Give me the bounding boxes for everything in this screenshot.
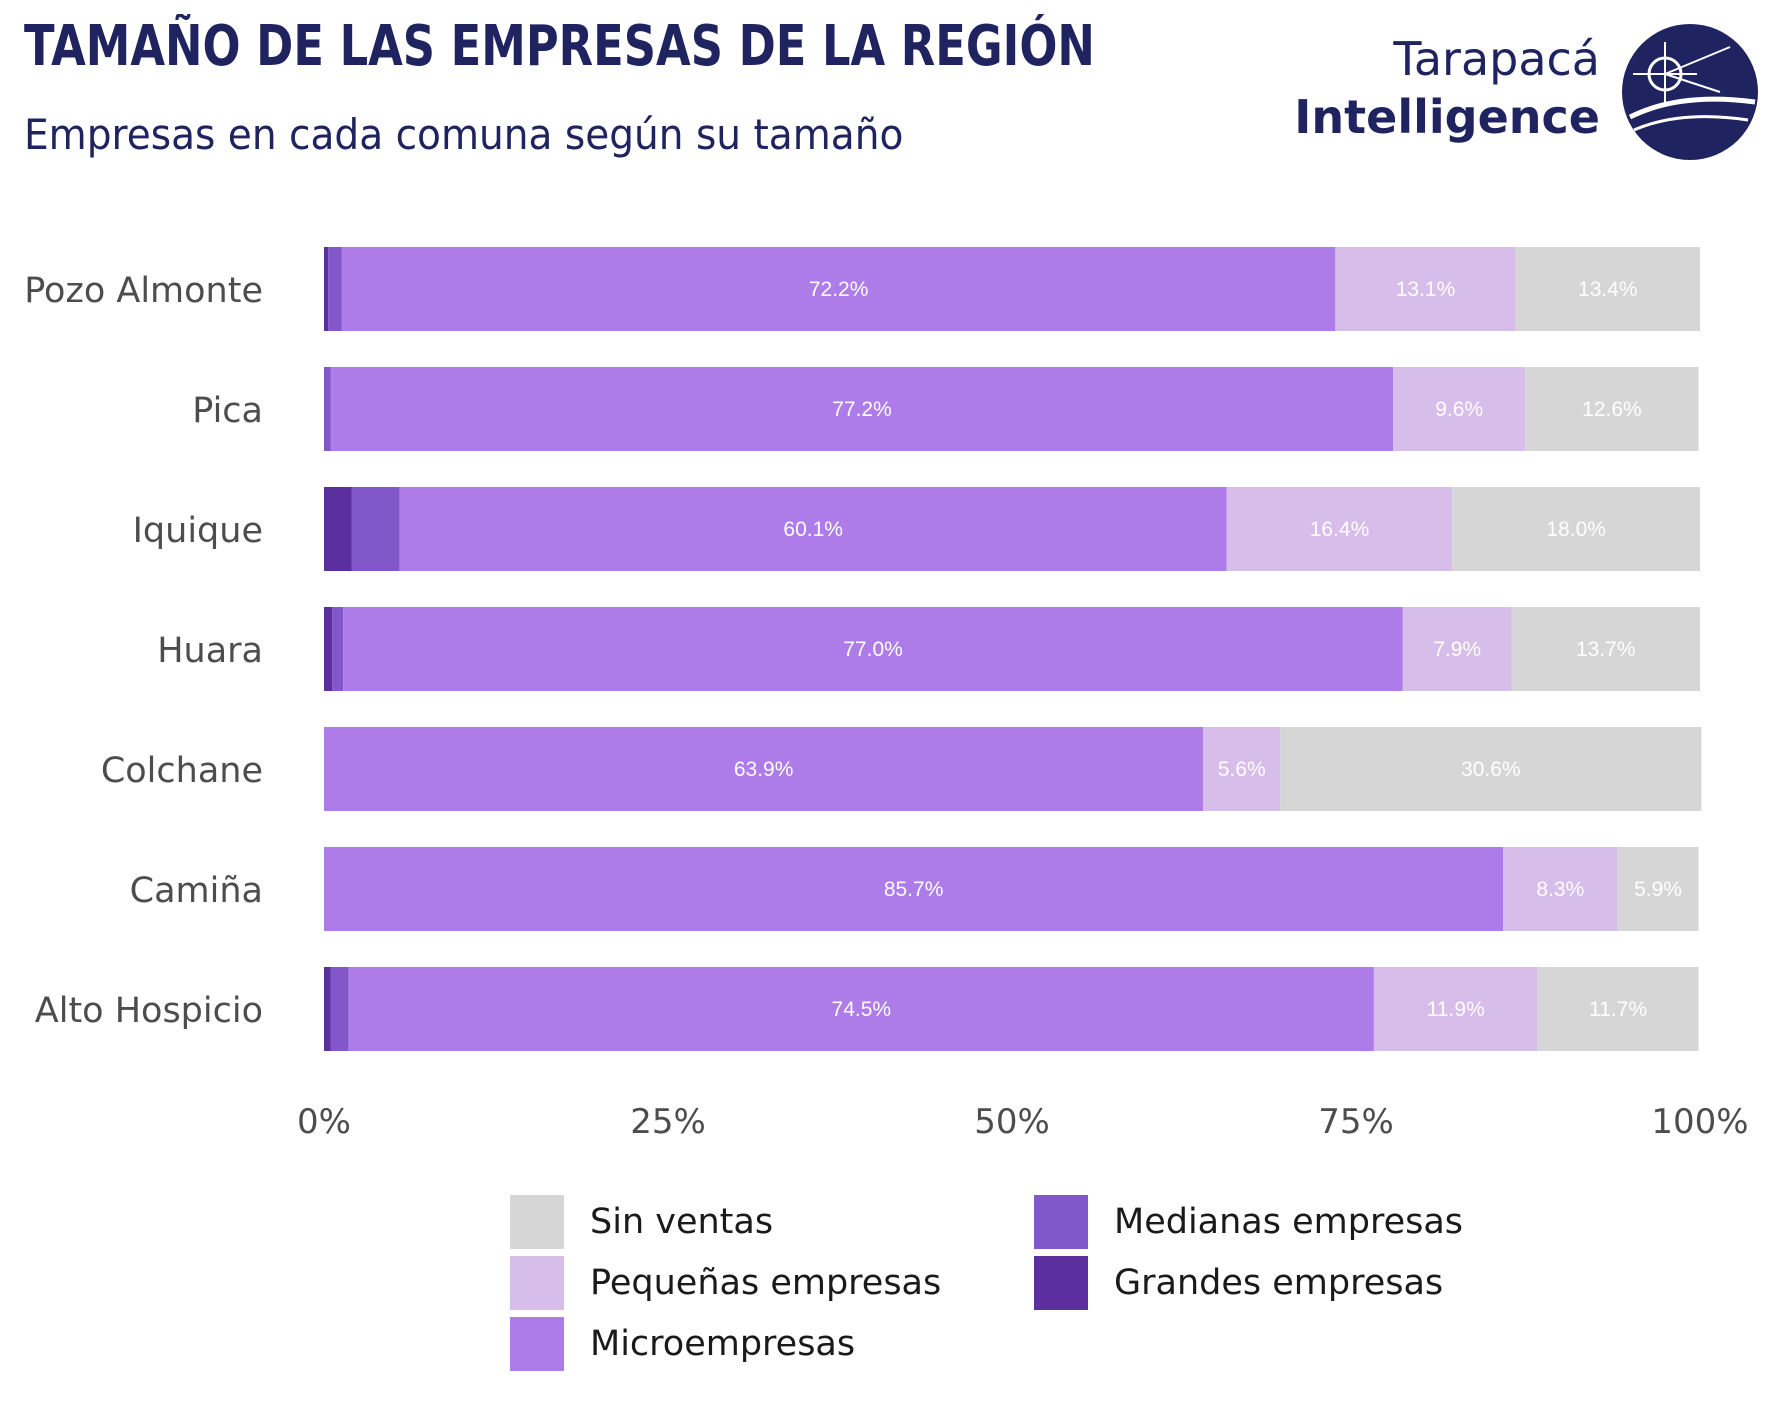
bar-segment: [324, 607, 333, 691]
compass-globe-icon: [1622, 24, 1758, 160]
bar-segment: [399, 487, 1227, 571]
stacked-bar-chart: Pozo Almonte 72.2% 13.1% 13.4% Pica 77.2% 9.6%…: [24, 247, 1749, 1142]
legend-swatch: [1034, 1256, 1088, 1310]
x-tick-label: 100%: [1651, 1102, 1748, 1142]
chart-subtitle: Empresas en cada comuna según su tamaño: [24, 110, 904, 159]
legend-label: Pequeñas empresas: [590, 1263, 942, 1303]
bar-segment: [324, 967, 331, 1051]
legend-label: Sin ventas: [590, 1202, 774, 1242]
legend-swatch: [510, 1256, 564, 1310]
legend-swatch: [510, 1317, 564, 1371]
category-label: Colchane: [101, 751, 263, 791]
category-label: Iquique: [133, 511, 263, 551]
bar-segment: [1393, 367, 1526, 451]
bar-segment: [1335, 247, 1516, 331]
bar-segment: [1537, 967, 1699, 1051]
data-label: 18.0%: [1546, 518, 1606, 541]
x-tick-label: 0%: [297, 1102, 351, 1142]
data-label: 11.7%: [1589, 998, 1647, 1021]
data-label: 12.6%: [1582, 398, 1642, 421]
data-label: 13.1%: [1396, 278, 1456, 301]
bar-segment: [332, 607, 344, 691]
data-label: 9.6%: [1435, 398, 1483, 421]
data-label: 13.7%: [1576, 638, 1636, 661]
legend-swatch: [510, 1195, 564, 1249]
bar-segment: [343, 607, 1403, 691]
x-tick-label: 25%: [630, 1102, 706, 1142]
category-label: Pica: [192, 391, 263, 431]
data-label: 77.2%: [832, 398, 892, 421]
logo-text-line2: Intelligence: [1294, 90, 1600, 144]
data-label: 13.4%: [1578, 278, 1638, 301]
legend-swatch: [1034, 1195, 1088, 1249]
legend-item: Pequeñas empresas: [510, 1256, 941, 1310]
category-label: Huara: [157, 631, 263, 671]
data-label: 60.1%: [783, 518, 843, 541]
data-label: 16.4%: [1310, 518, 1370, 541]
bar-segment: [341, 247, 1336, 331]
bar-segment: [1373, 967, 1538, 1051]
bar-segment: [324, 487, 352, 571]
data-label: 74.5%: [832, 998, 892, 1021]
bar-segment: [1515, 247, 1700, 331]
tarapaca-intelligence-logo: Tarapacá Intelligence: [1294, 22, 1760, 162]
data-label: 63.9%: [734, 758, 794, 781]
bar-segment: [324, 367, 331, 451]
bar-segment: [324, 727, 1204, 811]
chart-title: TAMAÑO DE LAS EMPRESAS DE LA REGIÓN: [24, 14, 1095, 79]
bar-segment: [330, 367, 1394, 451]
bar-segment: [1226, 487, 1453, 571]
legend-label: Medianas empresas: [1114, 1202, 1464, 1242]
category-label: Camiña: [130, 871, 263, 911]
legend-item: Microempresas: [510, 1317, 855, 1371]
bar-segment: [1203, 727, 1281, 811]
data-label: 85.7%: [884, 878, 944, 901]
bar-segment: [328, 247, 342, 331]
legend-label: Grandes empresas: [1114, 1263, 1444, 1303]
category-label: Alto Hospicio: [35, 991, 263, 1031]
bar-segment: [324, 247, 329, 331]
bar-segment: [1452, 487, 1700, 571]
bar-segment: [1402, 607, 1512, 691]
legend: Sin ventas Pequeñas empresas Microempresas…: [510, 1195, 1510, 1375]
bar-segment: [324, 847, 1504, 931]
category-label: Pozo Almonte: [24, 271, 263, 311]
bar-segment: [1617, 847, 1699, 931]
data-label: 8.3%: [1536, 878, 1584, 901]
data-label: 72.2%: [809, 278, 869, 301]
bar-segment: [1280, 727, 1702, 811]
data-label: 5.9%: [1634, 878, 1682, 901]
data-label: 7.9%: [1433, 638, 1481, 661]
legend-item: Grandes empresas: [1034, 1256, 1443, 1310]
bar-segment: [330, 967, 349, 1051]
legend-item: Medianas empresas: [1034, 1195, 1463, 1249]
legend-item: Sin ventas: [510, 1195, 773, 1249]
bar-segment: [351, 487, 400, 571]
bar-segment: [1511, 607, 1700, 691]
x-tick-label: 50%: [974, 1102, 1050, 1142]
legend-label: Microempresas: [590, 1324, 856, 1364]
data-label: 5.6%: [1218, 758, 1266, 781]
logo-text-line1: Tarapacá: [1393, 32, 1600, 86]
data-label: 11.9%: [1427, 998, 1485, 1021]
bar-segment: [348, 967, 1374, 1051]
data-label: 77.0%: [843, 638, 903, 661]
bar-segment: [1503, 847, 1618, 931]
bar-segment: [1525, 367, 1699, 451]
data-label: 30.6%: [1461, 758, 1521, 781]
x-tick-label: 75%: [1318, 1102, 1394, 1142]
